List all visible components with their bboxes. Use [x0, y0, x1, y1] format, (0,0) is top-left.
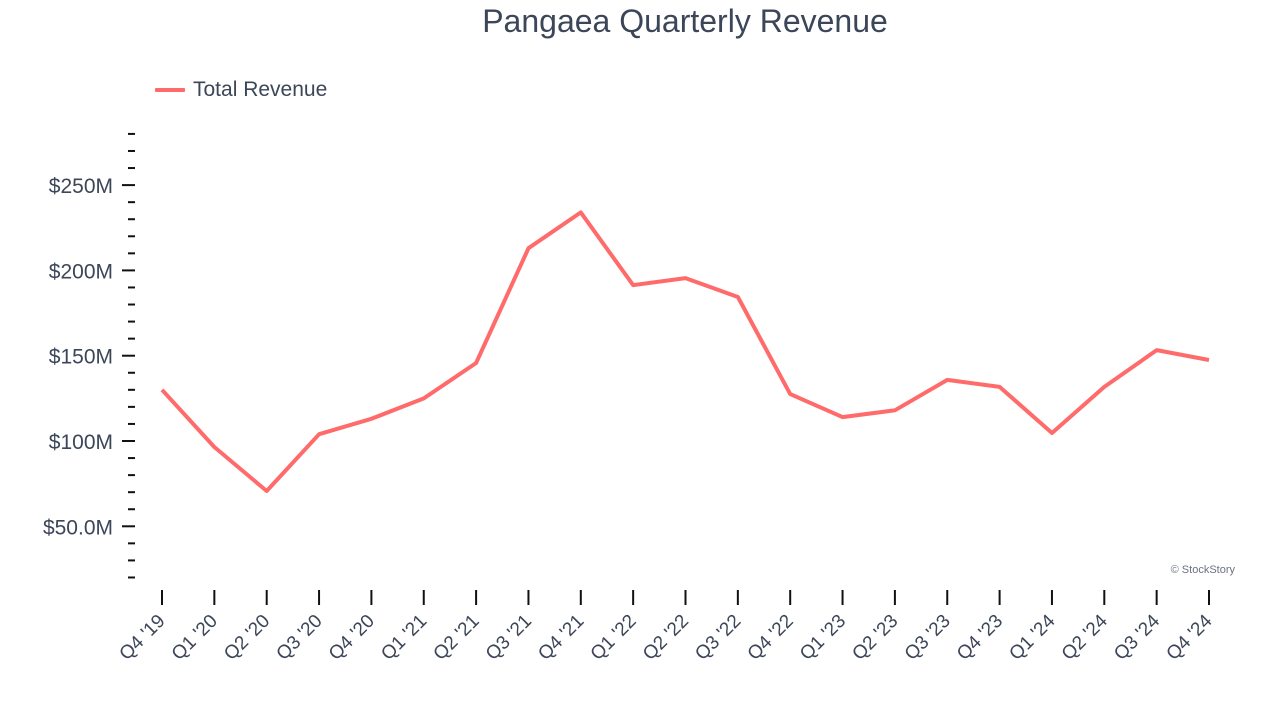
x-tick-label: Q1 '20: [168, 611, 222, 665]
x-tick-label: Q2 '24: [1058, 610, 1112, 664]
x-tick-label: Q4 '23: [953, 611, 1007, 665]
x-tick-label: Q3 '21: [482, 611, 536, 665]
legend-label: Total Revenue: [193, 78, 328, 101]
x-tick-label: Q1 '23: [796, 611, 850, 665]
x-tick-label: Q2 '21: [430, 611, 484, 665]
x-tick-label: Q1 '22: [587, 611, 641, 665]
x-tick-label: Q3 '20: [273, 611, 327, 665]
legend-swatch: [155, 88, 185, 92]
x-tick-label: Q4 '20: [325, 611, 379, 665]
chart-title: Pangaea Quarterly Revenue: [482, 3, 888, 39]
y-tick-label: $250M: [49, 175, 113, 198]
plot-area: [160, 210, 1210, 493]
y-tick-label: $100M: [49, 431, 113, 454]
y-tick-label: $150M: [49, 346, 113, 369]
x-tick-label: Q1 '24: [1005, 610, 1059, 664]
y-tick-label: $50.0M: [43, 516, 113, 539]
y-tick-label: $200M: [49, 260, 113, 283]
x-tick-label: Q1 '21: [377, 611, 431, 665]
credit-text: © StockStory: [1170, 564, 1235, 576]
x-tick-label: Q3 '24: [1110, 610, 1164, 664]
x-tick-label: Q4 '21: [534, 611, 588, 665]
x-tick-label: Q4 '19: [116, 611, 170, 665]
x-tick-label: Q2 '20: [220, 611, 274, 665]
x-tick-label: Q4 '22: [744, 611, 798, 665]
x-tick-label: Q3 '23: [901, 611, 955, 665]
series-line-total-revenue: [160, 210, 1210, 493]
legend: Total Revenue: [155, 78, 327, 102]
x-tick-label: Q2 '23: [848, 611, 902, 665]
x-tick-label: Q2 '22: [639, 611, 693, 665]
y-axis: $50.0M $100M $150M $200M $250M: [43, 132, 135, 579]
x-tick-label: Q4 '24: [1163, 610, 1217, 664]
x-tick-label: Q3 '22: [691, 611, 745, 665]
